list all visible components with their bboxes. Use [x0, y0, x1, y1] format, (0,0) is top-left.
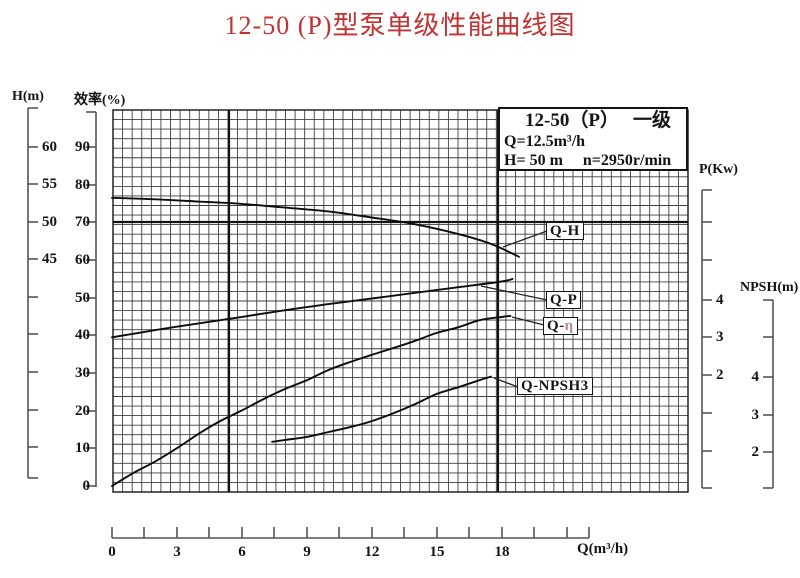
p-axis-tick-label: 2 — [716, 367, 724, 383]
curve-label-qeta-symbol: η — [564, 318, 574, 334]
npsh-axis-tick-label: 3 — [751, 407, 760, 423]
h-axis-title: H(m) — [12, 89, 44, 104]
page-title: 12-50 (P)型泵单级性能曲线图 — [224, 11, 576, 40]
info-box-head: H= 50 m — [504, 152, 563, 169]
q-axis-tick-label: 9 — [303, 544, 311, 560]
h-axis-tick-label: 60 — [42, 139, 57, 155]
curve-label-leader-line — [493, 377, 519, 388]
curve-qnpsh3 — [271, 375, 492, 443]
info-box-model-line: 12-50（P） 一级 — [500, 110, 686, 132]
grid-border — [112, 109, 689, 493]
eff-axis-tick-label: 0 — [82, 478, 91, 494]
curve-label-qnpsh3: Q-NPSH3 — [517, 377, 593, 395]
q-axis-tick-label: 15 — [429, 544, 445, 560]
info-box-stage: 一级 — [632, 110, 671, 131]
eff-axis-tick-label: 20 — [75, 403, 90, 419]
power-axis-title: P(Kw) — [699, 162, 738, 177]
curve-label-qh: Q-H — [546, 222, 584, 240]
info-box-speed: n=2950r/min — [582, 152, 672, 169]
eff-axis-tick-label: 30 — [75, 365, 90, 381]
info-box: 12-50（P） 一级 Q=12.5m³/h H= 50 m n=2950r/min — [498, 107, 688, 171]
curve-q — [111, 314, 512, 487]
q-axis-tick-label: 3 — [173, 544, 181, 560]
curve-label-qeta: Q-η — [543, 317, 578, 335]
q-axis-tick-label: 12 — [364, 544, 380, 560]
eff-axis-tick-label: 90 — [75, 139, 90, 155]
eff-axis-tick-label: 50 — [75, 290, 90, 306]
eff-axis-tick-label: 40 — [75, 327, 90, 343]
info-box-model: 12-50（P） — [525, 110, 619, 131]
flow-axis-title: Q(m³/h) — [577, 541, 629, 557]
curve-label-qp: Q-P — [546, 291, 582, 309]
eff-axis-tick-label: 80 — [75, 177, 90, 193]
info-box-flow: Q=12.5m³/h — [504, 133, 586, 150]
npsh-axis-title: NPSH(m) — [740, 280, 799, 295]
h-axis-tick-label: 50 — [42, 214, 57, 230]
curve-label-leader-line — [480, 285, 548, 301]
p-axis-tick-label: 3 — [716, 329, 724, 345]
curve-qh — [111, 196, 520, 258]
npsh-axis-tick-label: 2 — [751, 444, 760, 460]
p-axis-tick-label: 4 — [716, 292, 724, 308]
eff-axis-tick-label: 60 — [75, 252, 90, 268]
curve-qp — [111, 277, 514, 339]
q-axis-tick-label: 18 — [494, 544, 510, 560]
info-box-head-speed-line: H= 50 m n=2950r/min — [504, 151, 686, 170]
q-axis-tick-label: 6 — [238, 544, 246, 560]
q-axis-tick-label: 0 — [108, 544, 116, 560]
eff-axis-tick-label: 10 — [75, 440, 90, 456]
h-axis-tick-label: 45 — [42, 251, 57, 267]
efficiency-axis-title: 效率(%) — [74, 93, 126, 108]
eff-axis-tick-label: 70 — [75, 214, 90, 230]
h-axis-tick-label: 55 — [42, 176, 57, 192]
curve-label-leader-line — [502, 230, 548, 248]
npsh-axis-tick-label: 4 — [751, 369, 760, 385]
curve-label-qeta-prefix: Q- — [547, 318, 565, 334]
curve-label-leader-line — [511, 316, 545, 326]
